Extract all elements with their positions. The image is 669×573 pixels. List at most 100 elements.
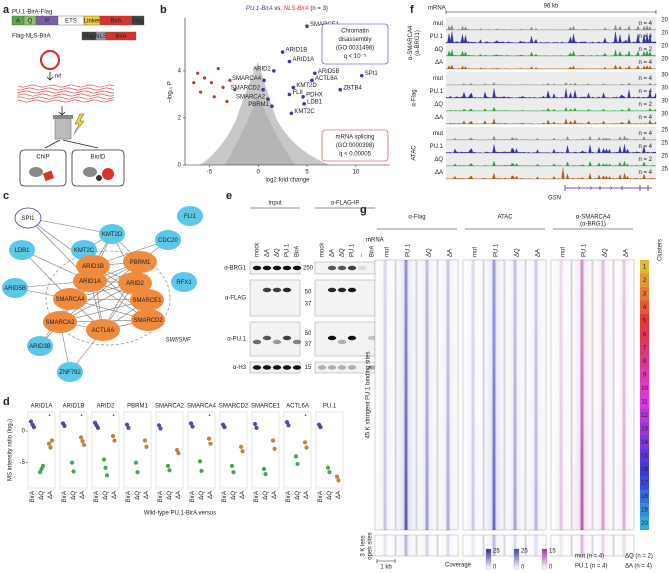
significance: * [304, 415, 307, 421]
node [9, 240, 35, 260]
panel-label: c [3, 190, 9, 202]
n-label: n = 4 [638, 131, 652, 137]
cluster-label: 2 [643, 278, 647, 284]
row-label: 3 K less [361, 535, 367, 556]
track-scale: 25 [661, 167, 668, 173]
subplot-frame [315, 411, 344, 489]
plot-title: PU.1-BirA vs. NLS-BirA (n = 3) [246, 6, 328, 12]
track-scale: 20 [661, 44, 668, 50]
x-tick-label: ΔQ [103, 491, 109, 500]
ms-point [336, 478, 341, 483]
scale-tick: 25 [493, 549, 500, 555]
heatmap-group: ATAC [497, 215, 513, 221]
x-tick-label: BirA [190, 491, 196, 502]
ms-point [206, 436, 212, 441]
band [357, 265, 367, 271]
cluster-label: 6 [643, 332, 647, 338]
significance: * [48, 415, 51, 421]
x-tick-label: ΔQ [135, 491, 141, 500]
band [292, 365, 302, 370]
band [292, 265, 302, 271]
column-label: ΔQ [603, 248, 609, 257]
heatmap [375, 260, 395, 530]
coverage-track [445, 118, 657, 125]
band [347, 287, 357, 293]
ms-point [80, 439, 85, 444]
sample-label: mut [433, 131, 443, 137]
go-text: Chromatin [341, 29, 369, 35]
band [262, 335, 272, 341]
ms-point [78, 435, 84, 440]
panel-label: d [3, 396, 10, 408]
gene-point [280, 50, 285, 54]
blot [314, 321, 376, 357]
ms-point [176, 451, 181, 456]
blot [314, 279, 376, 317]
n-label: n = 4 [638, 115, 652, 121]
node [171, 272, 197, 292]
node-label: PBRM1 [130, 260, 151, 266]
subplot-title: ACTL6A [286, 404, 309, 410]
cluster-label: 9 [643, 372, 647, 378]
gene-label: KMT2C [294, 109, 315, 115]
ms-point [240, 449, 245, 454]
gene-point [302, 102, 306, 106]
legend-title: Coverage [445, 563, 472, 569]
subplot-frame [187, 411, 216, 489]
x-tick-label: -5 [207, 170, 213, 176]
ms-point [39, 466, 44, 472]
cluster-label: 17 [641, 480, 648, 486]
n-label: n = 2 [638, 47, 652, 53]
gene-point [289, 111, 294, 116]
node-label: ARID5B [4, 286, 26, 292]
scale-tick: 25 [521, 549, 528, 555]
ms-point [135, 470, 140, 475]
significance: * [208, 415, 211, 421]
ms-point [104, 473, 110, 478]
domain-label: BirA [115, 34, 126, 40]
y-tick-label: 0 [178, 163, 182, 169]
panel-label: b [160, 4, 167, 16]
scale-label: 1 kb [380, 565, 392, 571]
ms-point [190, 424, 195, 429]
x-tick-label: ΔA [112, 491, 118, 499]
coverage-track [445, 106, 657, 112]
heatmap [551, 535, 571, 556]
cuvette-top [53, 115, 73, 119]
band [337, 339, 347, 345]
band [367, 335, 377, 341]
ms-point [158, 426, 163, 431]
subplot-frame [59, 411, 88, 489]
ms-point [144, 444, 149, 449]
coverage-track [445, 160, 657, 167]
go-box [321, 129, 389, 162]
node-label: ACTL6A [92, 328, 115, 334]
down-point [209, 81, 213, 85]
node [99, 224, 125, 244]
lightning [73, 113, 85, 135]
ms-point [156, 423, 162, 428]
gene-model [564, 185, 652, 191]
cluster-label: 1 [643, 264, 647, 270]
ms-point [48, 445, 53, 450]
edge [27, 217, 113, 235]
y-tick-label: -5 [20, 460, 26, 466]
ms-point [229, 463, 235, 468]
go-text: (GO:0000398) [336, 143, 374, 149]
track-header: mRNA [428, 6, 446, 12]
panel-label: e [226, 190, 232, 202]
antibody-label: α-PU.1 [227, 337, 246, 343]
down-point [202, 76, 207, 80]
coverage-track [445, 24, 657, 31]
cluster-band [640, 273, 649, 287]
subplot-frame [155, 411, 184, 489]
track-scale: 25 [661, 128, 668, 134]
column-label: ΔA [536, 249, 542, 257]
assay-label: BioID [91, 155, 106, 161]
down-point [196, 71, 200, 75]
column-label: PU.1 [406, 243, 412, 257]
gene-point [262, 78, 266, 83]
n-label: n = 4 [638, 144, 652, 150]
ms-point [270, 438, 276, 443]
x-tick-label: ΔQ [39, 491, 45, 500]
